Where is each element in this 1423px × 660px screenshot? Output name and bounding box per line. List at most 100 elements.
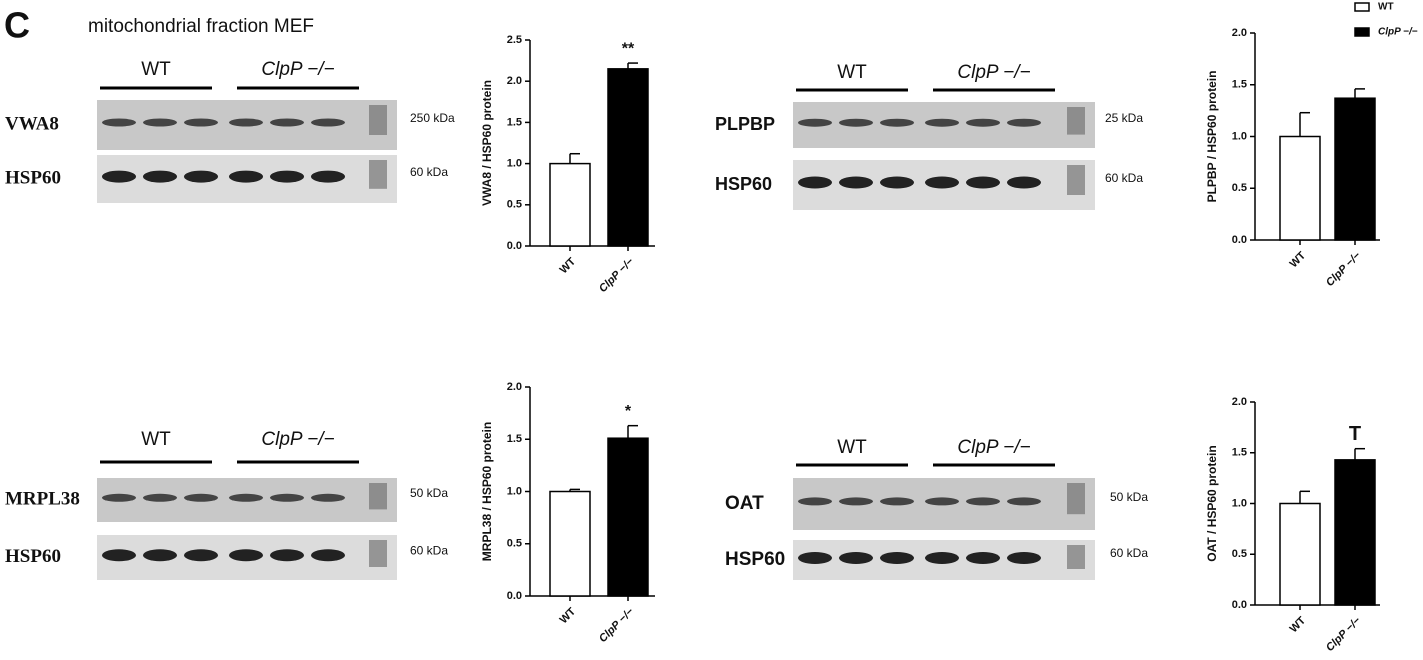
marker-label: 60 kDa: [410, 544, 448, 558]
ladder: [369, 105, 387, 135]
protein-label: MRPL38: [5, 488, 80, 509]
y-tick-label: 1.0: [1232, 130, 1247, 142]
band: [143, 118, 177, 127]
bar: [549, 162, 591, 247]
group-label: WT: [141, 59, 171, 80]
x-tick-label: ClpP −/−: [1324, 614, 1364, 654]
band: [925, 497, 959, 506]
band: [184, 493, 218, 502]
protein-label: VWA8: [5, 113, 59, 134]
legend-label: WT: [1378, 2, 1394, 13]
protein-label: HSP60: [5, 167, 61, 188]
group-label: ClpP −/−: [261, 59, 334, 80]
band: [839, 176, 873, 189]
x-tick-label: WT: [1288, 249, 1309, 270]
band: [184, 170, 218, 183]
band: [102, 170, 136, 183]
band: [311, 493, 345, 502]
band: [798, 176, 832, 189]
significance: T: [1349, 423, 1361, 445]
legend-swatch: [1354, 2, 1370, 12]
y-tick-label: 1.5: [507, 433, 522, 445]
y-tick-label: 0.5: [1232, 548, 1247, 560]
band: [184, 118, 218, 127]
y-tick-label: 0.0: [507, 240, 522, 252]
band: [880, 552, 914, 564]
ladder: [1067, 483, 1085, 515]
band: [311, 170, 345, 183]
ladder: [1067, 107, 1085, 135]
band: [1007, 497, 1041, 506]
band: [798, 497, 832, 506]
group-label: WT: [141, 429, 171, 450]
group-label: ClpP −/−: [957, 437, 1030, 458]
ladder: [369, 483, 387, 510]
band: [270, 118, 304, 127]
group-label: ClpP −/−: [261, 429, 334, 450]
ladder: [369, 540, 387, 567]
bar: [1279, 502, 1321, 606]
band: [1007, 118, 1041, 127]
y-axis-label: VWA8 / HSP60 protein: [480, 80, 494, 206]
band: [143, 170, 177, 183]
band: [966, 176, 1000, 189]
band: [966, 552, 1000, 564]
band: [184, 549, 218, 562]
group-label: ClpP −/−: [957, 62, 1030, 83]
x-tick-label: ClpP −/−: [1324, 249, 1364, 289]
protein-label: HSP60: [725, 549, 785, 570]
bar: [607, 68, 649, 247]
band: [311, 118, 345, 127]
x-tick-label: ClpP −/−: [597, 255, 637, 295]
y-axis-label: OAT / HSP60 protein: [1205, 445, 1219, 561]
band: [925, 176, 959, 189]
y-tick-label: 0.0: [507, 590, 522, 602]
marker-label: 250 kDa: [410, 111, 455, 125]
ladder: [1067, 545, 1085, 569]
band: [966, 118, 1000, 127]
x-tick-label: WT: [1288, 614, 1309, 635]
band: [229, 493, 263, 502]
band: [966, 497, 1000, 506]
y-tick-label: 2.0: [1232, 396, 1247, 408]
marker-label: 25 kDa: [1105, 111, 1143, 125]
band: [880, 118, 914, 127]
band: [102, 493, 136, 502]
legend-label: ClpP −/−: [1378, 27, 1418, 38]
panel-letter: C: [4, 5, 30, 46]
y-tick-label: 2.0: [507, 75, 522, 87]
group-label: WT: [837, 62, 867, 83]
x-tick-label: WT: [558, 255, 579, 276]
significance: *: [625, 403, 632, 420]
marker-label: 50 kDa: [410, 486, 448, 500]
band: [229, 118, 263, 127]
figure-title: mitochondrial fraction MEF: [88, 16, 314, 37]
band: [270, 549, 304, 562]
band: [143, 549, 177, 562]
band: [102, 118, 136, 127]
band: [925, 118, 959, 127]
y-tick-label: 0.5: [507, 199, 522, 211]
band: [1007, 176, 1041, 189]
y-tick-label: 1.5: [1232, 447, 1247, 459]
band: [1007, 552, 1041, 564]
y-tick-label: 1.0: [507, 485, 522, 497]
band: [102, 549, 136, 562]
y-tick-label: 1.0: [1232, 497, 1247, 509]
bar: [1334, 459, 1376, 606]
significance: **: [622, 40, 635, 57]
marker-label: 50 kDa: [1110, 490, 1148, 504]
band: [143, 493, 177, 502]
y-tick-label: 2.5: [507, 34, 522, 46]
band: [925, 552, 959, 564]
band: [839, 552, 873, 564]
band: [229, 170, 263, 183]
band: [798, 118, 832, 127]
band: [798, 552, 832, 564]
y-tick-label: 1.5: [1232, 79, 1247, 91]
protein-label: OAT: [725, 493, 764, 514]
y-tick-label: 0.5: [507, 538, 522, 550]
y-tick-label: 0.5: [1232, 182, 1247, 194]
y-tick-label: 0.0: [1232, 234, 1247, 246]
